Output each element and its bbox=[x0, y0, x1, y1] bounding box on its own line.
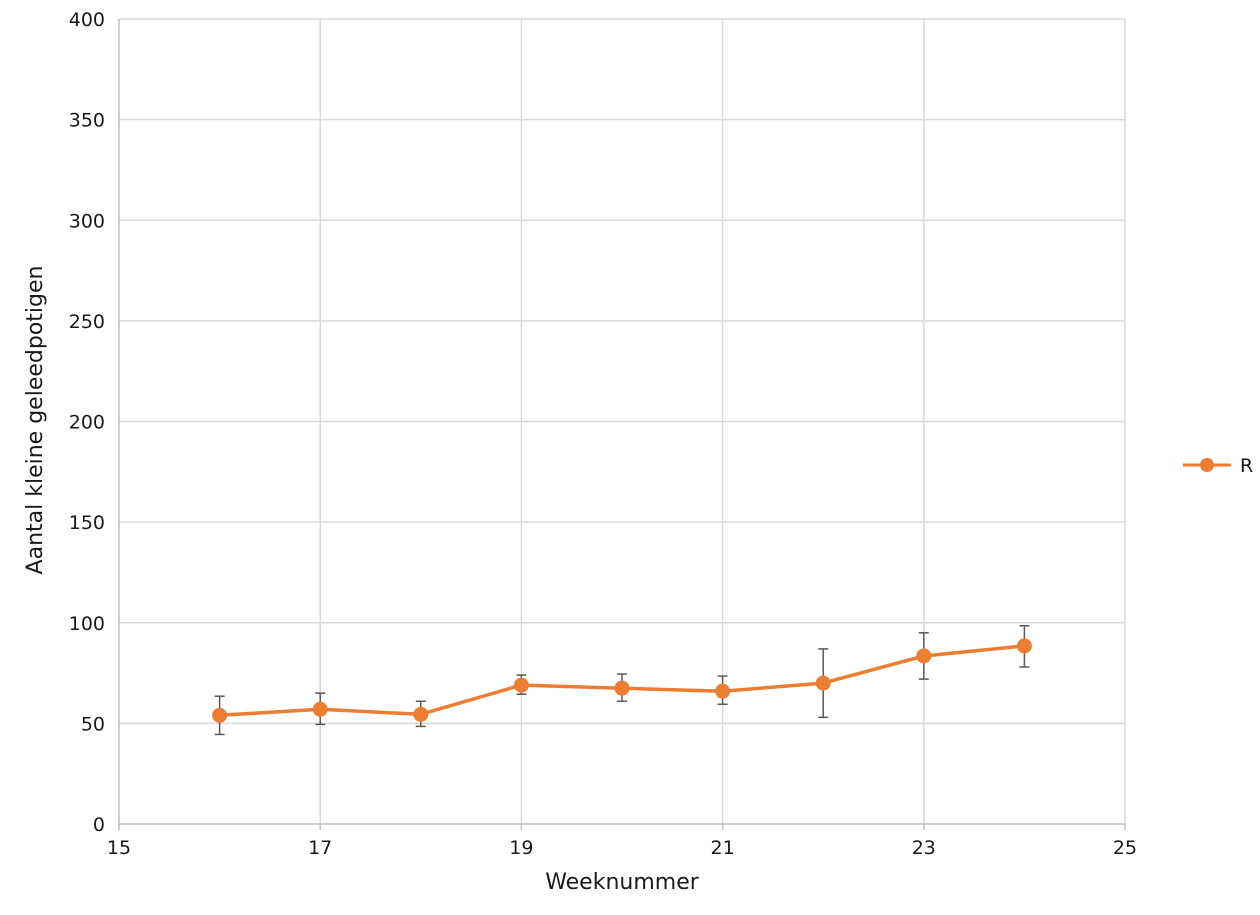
y-axis-title: Aantal kleine geleedpotigen bbox=[23, 266, 48, 575]
data-point bbox=[715, 683, 731, 699]
x-tick-label: 25 bbox=[1113, 837, 1137, 859]
y-tick-label: 300 bbox=[69, 210, 105, 232]
y-tick-label: 0 bbox=[93, 814, 105, 836]
series-points bbox=[212, 638, 1032, 723]
data-point bbox=[212, 707, 228, 723]
legend-marker-R bbox=[1200, 458, 1214, 472]
legend-label-R: R bbox=[1240, 455, 1253, 477]
x-tick-label: 15 bbox=[107, 837, 131, 859]
y-tick-label: 250 bbox=[69, 311, 105, 333]
data-point bbox=[1016, 638, 1032, 654]
y-tick-label: 350 bbox=[69, 110, 105, 132]
x-tick-label: 19 bbox=[509, 837, 533, 859]
x-tick-label: 21 bbox=[711, 837, 735, 859]
data-point bbox=[614, 680, 630, 696]
data-point bbox=[413, 706, 429, 722]
axes bbox=[118, 19, 1126, 830]
data-point bbox=[815, 675, 831, 691]
data-point bbox=[513, 677, 529, 693]
tick-labels: 0 50 100 150 200 250 300 350 400 15 17 19 21 23 25 bbox=[69, 9, 1137, 859]
x-tick-label: 23 bbox=[912, 837, 936, 859]
error-bars bbox=[214, 625, 1030, 736]
y-tick-label: 400 bbox=[69, 9, 105, 31]
y-tick-label: 150 bbox=[69, 512, 105, 534]
y-tick-label: 200 bbox=[69, 412, 105, 434]
x-axis-title: Weeknummer bbox=[545, 870, 700, 895]
gridlines bbox=[119, 18, 1126, 824]
y-tick-label: 100 bbox=[69, 613, 105, 635]
data-point bbox=[312, 701, 328, 717]
data-point bbox=[916, 648, 932, 664]
x-tick-label: 17 bbox=[308, 837, 332, 859]
legend: R bbox=[1183, 455, 1253, 477]
y-tick-label: 50 bbox=[81, 713, 105, 735]
